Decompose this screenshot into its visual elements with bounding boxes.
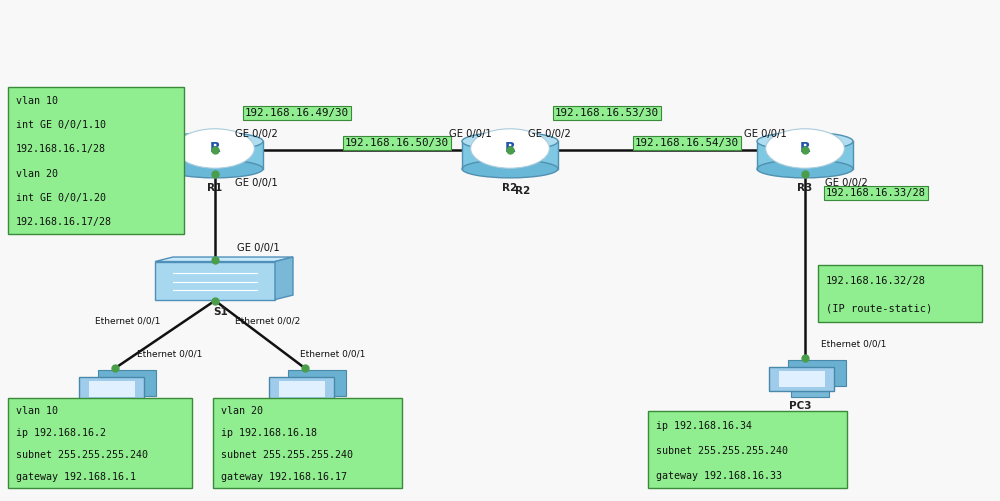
- Text: GE 0/0/1: GE 0/0/1: [237, 243, 280, 253]
- Text: R1: R1: [207, 183, 223, 193]
- FancyBboxPatch shape: [8, 87, 184, 234]
- Ellipse shape: [757, 132, 853, 150]
- Text: gateway 192.168.16.33: gateway 192.168.16.33: [656, 471, 782, 480]
- Polygon shape: [462, 141, 558, 169]
- Polygon shape: [79, 377, 144, 401]
- Polygon shape: [275, 257, 293, 300]
- Text: PC3: PC3: [789, 401, 811, 411]
- Text: PC1: PC1: [99, 411, 121, 421]
- Text: ip 192.168.16.2: ip 192.168.16.2: [16, 428, 106, 438]
- Polygon shape: [779, 371, 825, 387]
- Text: R3: R3: [797, 183, 813, 193]
- Text: R: R: [800, 141, 810, 155]
- Text: GE 0/0/1: GE 0/0/1: [449, 129, 492, 139]
- Text: int GE 0/0/1.20: int GE 0/0/1.20: [16, 193, 106, 203]
- Text: R: R: [505, 141, 515, 155]
- Text: (IP route-static): (IP route-static): [826, 303, 932, 313]
- Ellipse shape: [167, 132, 263, 150]
- FancyBboxPatch shape: [818, 265, 982, 322]
- Text: GE 0/0/2: GE 0/0/2: [825, 178, 868, 188]
- Text: Ethernet 0/0/1: Ethernet 0/0/1: [137, 349, 202, 358]
- FancyBboxPatch shape: [648, 411, 847, 488]
- Text: R: R: [210, 141, 220, 155]
- Text: 192.168.16.32/28: 192.168.16.32/28: [826, 276, 926, 286]
- Polygon shape: [788, 360, 846, 386]
- FancyBboxPatch shape: [8, 398, 192, 488]
- Text: vlan 10: vlan 10: [16, 406, 58, 416]
- Polygon shape: [279, 381, 325, 397]
- Text: GE 0/0/2: GE 0/0/2: [528, 129, 571, 139]
- Text: gateway 192.168.16.1: gateway 192.168.16.1: [16, 472, 136, 482]
- Polygon shape: [291, 401, 329, 407]
- Text: 192.168.16.54/30: 192.168.16.54/30: [635, 138, 739, 148]
- Text: Ethernet 0/0/1: Ethernet 0/0/1: [821, 339, 886, 348]
- Text: 192.168.16.17/28: 192.168.16.17/28: [16, 217, 112, 227]
- Ellipse shape: [462, 160, 558, 178]
- Text: vlan 20: vlan 20: [221, 406, 263, 416]
- Polygon shape: [288, 370, 346, 396]
- Text: R2: R2: [502, 183, 518, 193]
- Text: GE 0/0/2: GE 0/0/2: [235, 129, 278, 139]
- Polygon shape: [757, 141, 853, 169]
- Polygon shape: [769, 367, 834, 391]
- Text: GE 0/0/1: GE 0/0/1: [235, 178, 278, 188]
- Text: 192.168.16.53/30: 192.168.16.53/30: [555, 108, 659, 118]
- Circle shape: [766, 129, 844, 168]
- Text: 192.168.16.49/30: 192.168.16.49/30: [245, 108, 349, 118]
- Text: 192.168.16.50/30: 192.168.16.50/30: [345, 138, 449, 148]
- Text: Ethernet 0/0/1: Ethernet 0/0/1: [300, 349, 365, 358]
- Text: GE 0/0/1: GE 0/0/1: [744, 129, 787, 139]
- Polygon shape: [89, 381, 135, 397]
- Ellipse shape: [757, 160, 853, 178]
- Circle shape: [176, 129, 254, 168]
- Polygon shape: [155, 262, 275, 300]
- Text: 192.168.16.33/28: 192.168.16.33/28: [826, 188, 926, 198]
- Text: vlan 10: vlan 10: [16, 96, 58, 106]
- Polygon shape: [101, 401, 139, 407]
- Text: ip 192.168.16.34: ip 192.168.16.34: [656, 421, 752, 430]
- Text: PC2: PC2: [289, 411, 311, 421]
- Text: S1: S1: [213, 307, 228, 317]
- Text: R2: R2: [515, 186, 530, 196]
- Text: int GE 0/0/1.10: int GE 0/0/1.10: [16, 120, 106, 130]
- Text: Ethernet 0/0/1: Ethernet 0/0/1: [95, 317, 160, 326]
- Ellipse shape: [167, 160, 263, 178]
- Polygon shape: [167, 141, 263, 169]
- Text: 192.168.16.1/28: 192.168.16.1/28: [16, 144, 106, 154]
- Text: ip 192.168.16.18: ip 192.168.16.18: [221, 428, 317, 438]
- Polygon shape: [98, 370, 156, 396]
- Circle shape: [471, 129, 549, 168]
- FancyBboxPatch shape: [213, 398, 402, 488]
- Polygon shape: [791, 391, 829, 397]
- Text: vlan 20: vlan 20: [16, 169, 58, 179]
- Text: Ethernet 0/0/2: Ethernet 0/0/2: [235, 317, 300, 326]
- Text: subnet 255.255.255.240: subnet 255.255.255.240: [221, 450, 353, 460]
- Ellipse shape: [462, 132, 558, 150]
- Polygon shape: [269, 377, 334, 401]
- Text: subnet 255.255.255.240: subnet 255.255.255.240: [16, 450, 148, 460]
- Text: subnet 255.255.255.240: subnet 255.255.255.240: [656, 446, 788, 455]
- Polygon shape: [155, 257, 293, 262]
- Text: gateway 192.168.16.17: gateway 192.168.16.17: [221, 472, 347, 482]
